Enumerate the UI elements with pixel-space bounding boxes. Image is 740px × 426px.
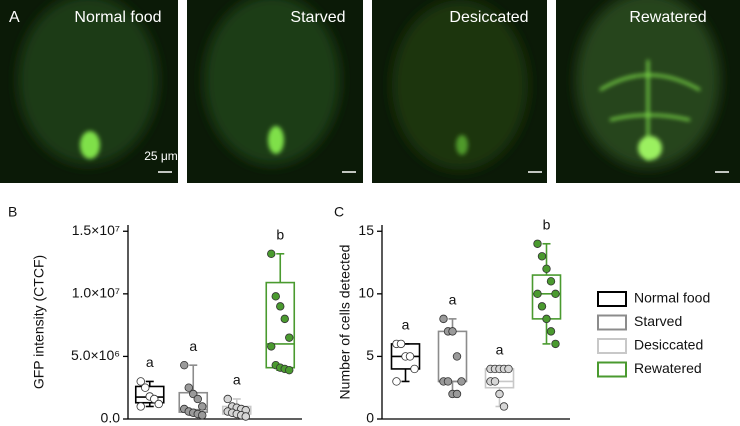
data-point: [495, 389, 504, 399]
data-point: [405, 352, 415, 361]
y-tick-label: 15: [358, 222, 374, 238]
data-point: [198, 411, 207, 420]
significance-letter: a: [233, 372, 241, 388]
y-axis-label: GFP intensity (CTCF): [31, 255, 47, 389]
significance-letter: a: [189, 338, 197, 354]
micrograph: [0, 0, 178, 183]
micrograph: [556, 0, 740, 183]
data-point: [537, 302, 547, 311]
data-point: [267, 342, 276, 351]
data-point: [490, 377, 500, 386]
data-point: [537, 252, 547, 261]
data-point: [542, 264, 551, 274]
significance-letter: a: [449, 292, 457, 308]
data-point: [499, 402, 509, 411]
y-tick-label: 0.0: [101, 410, 121, 426]
data-point: [533, 289, 542, 299]
y-axis-label: Number of cells detected: [337, 245, 353, 400]
data-point: [439, 314, 448, 324]
y-tick-label: 0: [366, 410, 374, 426]
data-point: [280, 314, 289, 324]
data-point: [267, 249, 276, 258]
box: [265, 281, 296, 369]
data-point: [285, 333, 294, 342]
significance-letter: a: [402, 317, 410, 333]
image-label: Normal food: [74, 9, 161, 26]
data-point: [448, 327, 457, 336]
y-tick-label: 5: [366, 347, 374, 363]
data-point: [285, 365, 294, 375]
legend-label: Rewatered: [634, 360, 702, 376]
y-tick-label: 1.0×10⁷: [72, 285, 120, 301]
micrograph: [187, 0, 363, 183]
data-point: [198, 402, 207, 411]
image-label: Rewatered: [629, 9, 706, 26]
box: [134, 385, 165, 404]
data-point: [504, 364, 513, 374]
significance-letter: a: [496, 342, 504, 358]
panel-letter: C: [334, 204, 344, 220]
data-point: [551, 339, 560, 349]
data-point: [533, 239, 542, 248]
y-tick-label: 5.0×10⁶: [71, 347, 120, 363]
image-label: Desiccated: [449, 9, 528, 26]
legend-label: Normal food: [634, 290, 710, 306]
data-point: [180, 360, 189, 370]
significance-letter: a: [146, 354, 154, 370]
panel-letter: A: [9, 9, 20, 26]
data-point: [452, 352, 462, 361]
data-point: [271, 292, 280, 301]
data-point: [546, 277, 556, 286]
legend-swatch: [597, 314, 627, 331]
data-point: [452, 389, 462, 399]
data-point: [193, 394, 202, 404]
scale-bar-label: 25 μm: [144, 149, 178, 163]
data-point: [141, 383, 150, 392]
significance-letter: b: [543, 216, 551, 232]
y-tick-label: 1.5×10⁷: [72, 222, 120, 238]
data-point: [542, 314, 551, 324]
legend-label: Desiccated: [634, 337, 703, 353]
y-tick-label: 10: [358, 285, 374, 301]
data-point: [457, 377, 466, 386]
legend-label: Starved: [634, 313, 682, 329]
data-point: [392, 377, 401, 386]
data-point: [396, 339, 406, 349]
data-point: [546, 327, 556, 336]
data-point: [443, 377, 453, 386]
legend-swatch: [597, 338, 627, 354]
data-point: [410, 364, 419, 374]
data-point: [276, 302, 285, 311]
micrograph: [372, 0, 547, 183]
data-point: [154, 399, 163, 409]
data-point: [136, 377, 145, 386]
data-point: [223, 394, 232, 404]
data-point: [241, 412, 250, 421]
data-point: [184, 383, 193, 392]
data-point: [551, 289, 560, 299]
image-label: Starved: [290, 9, 345, 26]
data-point: [136, 402, 145, 411]
significance-letter: b: [276, 226, 284, 242]
legend-swatch: [597, 291, 627, 307]
panel-letter: B: [8, 204, 17, 220]
legend-swatch: [597, 361, 627, 378]
box: [437, 330, 468, 383]
